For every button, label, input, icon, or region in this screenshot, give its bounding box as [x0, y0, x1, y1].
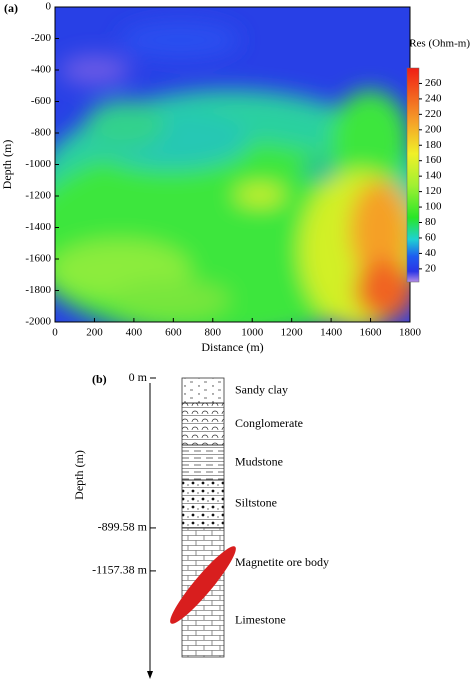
x-tick-label: 0 — [52, 327, 58, 339]
colorbar-tick-label: 80 — [425, 216, 437, 228]
layer-label: Siltstone — [235, 496, 277, 510]
y-tick-label: -800 — [31, 127, 52, 139]
y-axis-title: Depth (m) — [0, 140, 14, 190]
colorbar-tick-label: 20 — [425, 262, 437, 274]
colorbar-tick-label: 60 — [425, 231, 437, 243]
colorbar-tick-label: 100 — [425, 201, 442, 213]
x-tick-label: 1800 — [399, 327, 422, 339]
y-tick-label: -1600 — [25, 253, 51, 265]
layer — [181, 402, 225, 446]
x-axis-title: Distance (m) — [201, 340, 263, 354]
y-tick-label: -2000 — [25, 316, 51, 328]
y-tick-label: -1157.38 m — [92, 563, 148, 577]
layer — [181, 479, 225, 529]
colorbar-title: Res (Ohm-m) — [409, 38, 470, 50]
colorbar-tick-label: 180 — [425, 139, 442, 151]
colorbar-tick-label: 200 — [425, 123, 442, 135]
layer — [181, 444, 225, 481]
colorbar-tick-label: 260 — [425, 77, 442, 89]
y-tick-label: -1200 — [25, 190, 51, 202]
layer-label: Mudstone — [235, 454, 283, 468]
x-tick-label: 1400 — [320, 327, 343, 339]
y-tick-label: 0 m — [129, 370, 148, 384]
layer — [181, 377, 225, 404]
colorbar-tick-label: 140 — [425, 170, 442, 182]
x-tick-label: 1600 — [360, 327, 383, 339]
x-tick-label: 800 — [205, 327, 222, 339]
x-tick-label: 600 — [165, 327, 182, 339]
contour-field — [55, 7, 410, 322]
y-tick-label: -1000 — [25, 158, 51, 170]
panel-label: (b) — [92, 372, 107, 386]
colorbar-tick-label: 160 — [425, 154, 442, 166]
colorbar-tick-label: 240 — [425, 92, 442, 104]
y-tick-label: -1800 — [25, 284, 51, 296]
x-tick-label: 1200 — [281, 327, 304, 339]
colorbar-tick-label: 220 — [425, 108, 442, 120]
layer-label: Sandy clay — [235, 382, 288, 396]
y-tick-label: -200 — [31, 32, 52, 44]
x-tick-label: 200 — [86, 327, 103, 339]
panel-label: (a) — [4, 1, 18, 15]
y-tick-label: -600 — [31, 95, 52, 107]
depth-arrow — [147, 671, 153, 679]
y-axis-title: Depth (m) — [72, 450, 86, 500]
layer-label: Conglomerate — [235, 416, 303, 430]
colorbar — [406, 67, 420, 283]
colorbar-tick-label: 40 — [425, 247, 437, 259]
y-tick-label: 0 — [46, 1, 52, 13]
y-tick-label: -1400 — [25, 221, 51, 233]
ore-body-label: Magnetite ore body — [235, 555, 329, 569]
layer-label: Limestone — [235, 613, 286, 627]
ore-body — [170, 546, 236, 624]
y-tick-label: -400 — [31, 64, 52, 76]
y-tick-label: -899.58 m — [98, 520, 148, 534]
colorbar-tick-label: 120 — [425, 185, 442, 197]
x-tick-label: 1000 — [241, 327, 264, 339]
x-tick-label: 400 — [126, 327, 143, 339]
